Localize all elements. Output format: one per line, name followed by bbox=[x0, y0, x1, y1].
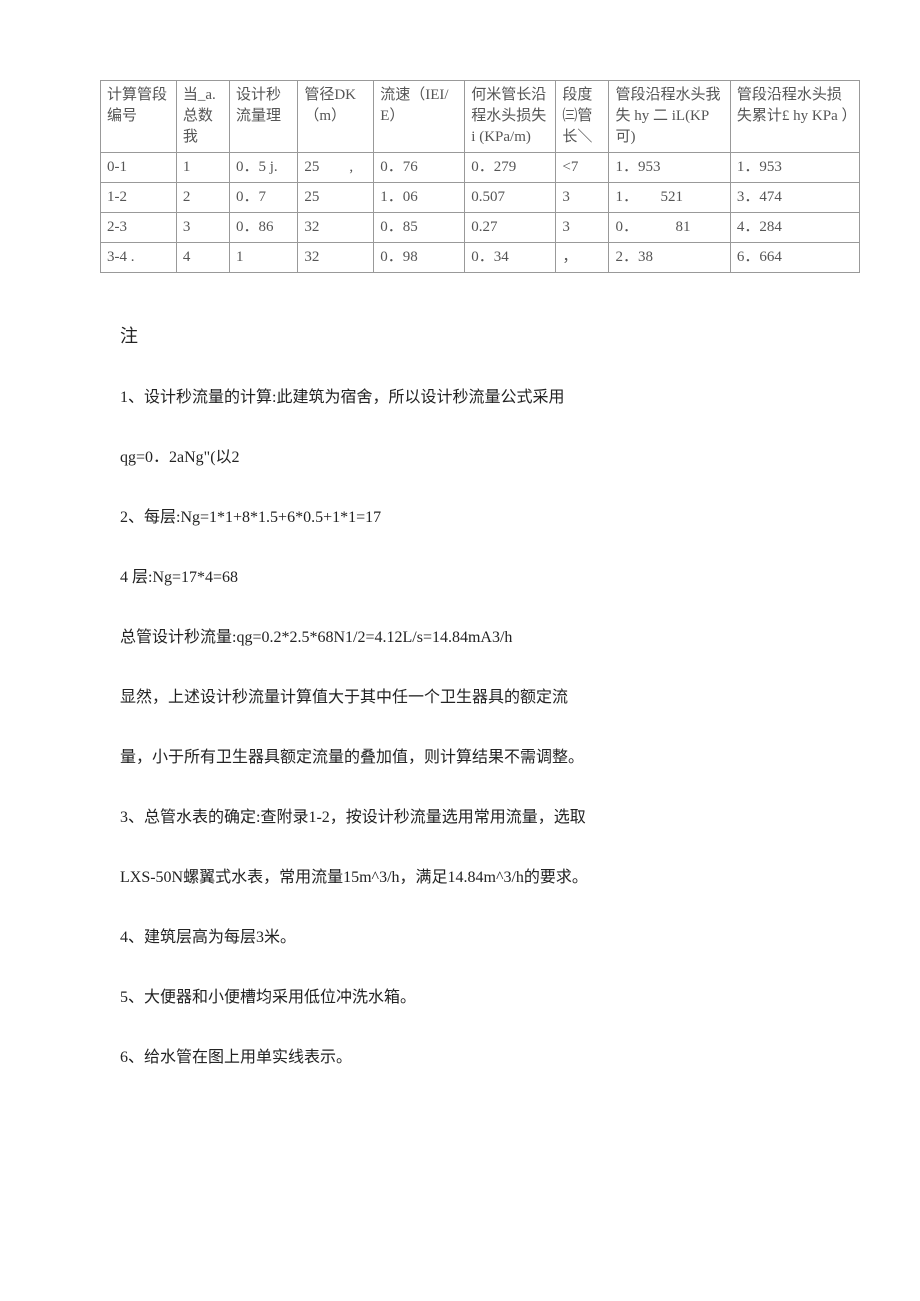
cell: 2-3 bbox=[101, 213, 177, 243]
cell: 1 bbox=[176, 153, 229, 183]
th-3: 管径DK（m） bbox=[298, 81, 374, 153]
cell: 3．474 bbox=[730, 183, 859, 213]
notes-section: 注 1、设计秒流量的计算:此建筑为宿舍，所以设计秒流量公式采用 qg=0．2aN… bbox=[100, 323, 860, 1070]
th-6: 段度㈢管长＼ bbox=[556, 81, 609, 153]
th-4: 流速（IEI/E） bbox=[374, 81, 465, 153]
note-item: 4 层:Ng=17*4=68 bbox=[120, 566, 860, 590]
note-item: LXS-50N螺翼式水表，常用流量15m^3/h，满足14.84m^3/h的要求… bbox=[120, 866, 860, 890]
cell: 2 bbox=[176, 183, 229, 213]
note-item: 1、设计秒流量的计算:此建筑为宿舍，所以设计秒流量公式采用 bbox=[120, 386, 860, 410]
cell: 1．953 bbox=[609, 153, 730, 183]
cell: 0．7 bbox=[230, 183, 298, 213]
cell: 3 bbox=[556, 213, 609, 243]
cell: 3-4 . bbox=[101, 243, 177, 273]
cell: 1-2 bbox=[101, 183, 177, 213]
cell: 32 bbox=[298, 213, 374, 243]
cell: 6．664 bbox=[730, 243, 859, 273]
cell: 3 bbox=[176, 213, 229, 243]
note-item: 3、总管水表的确定:查附录1-2，按设计秒流量选用常用流量，选取 bbox=[120, 806, 860, 830]
th-0: 计算管段编号 bbox=[101, 81, 177, 153]
cell: 1 bbox=[230, 243, 298, 273]
note-item: 5、大便器和小便槽均采用低位冲洗水箱。 bbox=[120, 986, 860, 1010]
note-item: 总管设计秒流量:qg=0.2*2.5*68N1/2=4.12L/s=14.84m… bbox=[120, 626, 860, 650]
note-item: 4、建筑层高为每层3米。 bbox=[120, 926, 860, 950]
cell: 3 bbox=[556, 183, 609, 213]
cell: 1．953 bbox=[730, 153, 859, 183]
pipe-calc-table: 计算管段编号 当_a. 总数我 设计秒流量理 管径DK（m） 流速（IEI/E）… bbox=[100, 80, 860, 273]
th-7: 管段沿程水头我失 hy 二 iL(KP 可) bbox=[609, 81, 730, 153]
cell: 4．284 bbox=[730, 213, 859, 243]
notes-title: 注 bbox=[120, 323, 860, 350]
cell: 0-1 bbox=[101, 153, 177, 183]
cell: 2．38 bbox=[609, 243, 730, 273]
cell: 4 bbox=[176, 243, 229, 273]
cell: 0．98 bbox=[374, 243, 465, 273]
cell: <7 bbox=[556, 153, 609, 183]
table-header-row: 计算管段编号 当_a. 总数我 设计秒流量理 管径DK（m） 流速（IEI/E）… bbox=[101, 81, 860, 153]
cell: 0．34 bbox=[465, 243, 556, 273]
note-item: 6、给水管在图上用单实线表示。 bbox=[120, 1046, 860, 1070]
th-2: 设计秒流量理 bbox=[230, 81, 298, 153]
table-row: 0-1 1 0．5 j. 25 , 0．76 0．279 <7 1．953 1．… bbox=[101, 153, 860, 183]
table-row: 3-4 . 4 1 32 0．98 0．34 ， 2．38 6．664 bbox=[101, 243, 860, 273]
cell: 0．76 bbox=[374, 153, 465, 183]
cell: 0．5 j. bbox=[230, 153, 298, 183]
cell: 32 bbox=[298, 243, 374, 273]
note-item: qg=0．2aNg"(以2 bbox=[120, 446, 860, 470]
th-5: 何米管长沿程水头损失 i (KPa/m) bbox=[465, 81, 556, 153]
cell: 0． 81 bbox=[609, 213, 730, 243]
th-8: 管段沿程水头损失累计£ hy KPa ） bbox=[730, 81, 859, 153]
cell: 25 bbox=[298, 183, 374, 213]
cell: 0.507 bbox=[465, 183, 556, 213]
cell: 0．86 bbox=[230, 213, 298, 243]
cell: 0．279 bbox=[465, 153, 556, 183]
table-body: 0-1 1 0．5 j. 25 , 0．76 0．279 <7 1．953 1．… bbox=[101, 153, 860, 273]
cell: 0.27 bbox=[465, 213, 556, 243]
note-item: 量，小于所有卫生器具额定流量的叠加值，则计算结果不需调整。 bbox=[120, 746, 860, 770]
cell: 0．85 bbox=[374, 213, 465, 243]
cell: 1．06 bbox=[374, 183, 465, 213]
note-item: 2、每层:Ng=1*1+8*1.5+6*0.5+1*1=17 bbox=[120, 506, 860, 530]
th-1: 当_a. 总数我 bbox=[176, 81, 229, 153]
cell: ， bbox=[556, 243, 609, 273]
table-row: 1-2 2 0．7 25 1．06 0.507 3 1． 521 3．474 bbox=[101, 183, 860, 213]
note-item: 显然，上述设计秒流量计算值大于其中任一个卫生器具的额定流 bbox=[120, 686, 860, 710]
table-row: 2-3 3 0．86 32 0．85 0.27 3 0． 81 4．284 bbox=[101, 213, 860, 243]
cell: 25 , bbox=[298, 153, 374, 183]
cell: 1． 521 bbox=[609, 183, 730, 213]
